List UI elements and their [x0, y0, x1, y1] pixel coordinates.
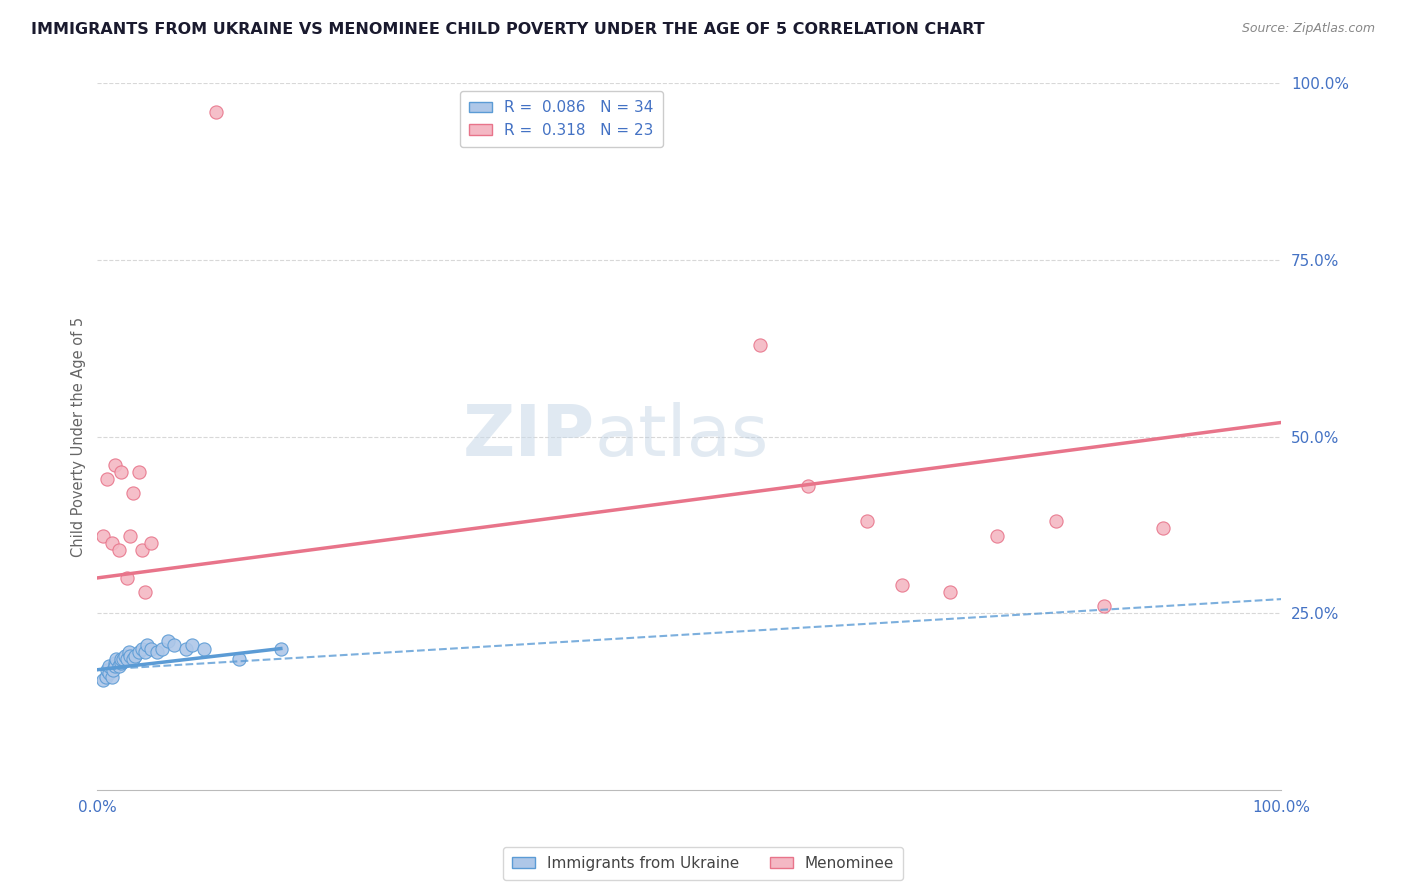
Point — [96, 663, 118, 677]
Point — [98, 666, 121, 681]
Point — [134, 645, 156, 659]
Point — [94, 670, 117, 684]
Point — [114, 648, 136, 663]
Point — [101, 663, 124, 677]
Point — [136, 638, 159, 652]
Point — [204, 104, 226, 119]
Point — [110, 656, 132, 670]
Point — [121, 652, 143, 666]
Point — [118, 645, 141, 659]
Point — [1092, 599, 1115, 614]
Point — [100, 670, 122, 684]
Point — [98, 659, 121, 673]
Point — [986, 528, 1008, 542]
Point — [270, 641, 292, 656]
Point — [121, 486, 143, 500]
Point — [174, 641, 197, 656]
Point — [124, 648, 146, 663]
Point — [105, 652, 128, 666]
Point — [131, 542, 153, 557]
Point — [1152, 521, 1174, 535]
Point — [891, 578, 914, 592]
Point — [749, 338, 772, 352]
Point — [91, 673, 114, 688]
Point — [938, 585, 960, 599]
Point — [128, 645, 150, 659]
Text: atlas: atlas — [595, 402, 769, 471]
Point — [128, 465, 150, 479]
Point — [134, 585, 156, 599]
Point — [120, 528, 142, 542]
Y-axis label: Child Poverty Under the Age of 5: Child Poverty Under the Age of 5 — [72, 317, 86, 557]
Point — [181, 638, 204, 652]
Point — [228, 652, 250, 666]
Point — [100, 535, 122, 549]
Point — [131, 641, 153, 656]
Point — [104, 656, 127, 670]
Text: ZIP: ZIP — [463, 402, 595, 471]
Point — [1045, 515, 1067, 529]
Point — [115, 571, 138, 585]
Point — [112, 652, 135, 666]
Point — [139, 535, 162, 549]
Point — [104, 458, 127, 472]
Point — [139, 641, 162, 656]
Point — [110, 652, 132, 666]
Point — [115, 652, 138, 666]
Point — [107, 542, 129, 557]
Legend: Immigrants from Ukraine, Menominee: Immigrants from Ukraine, Menominee — [502, 847, 904, 880]
Point — [855, 515, 877, 529]
Point — [120, 648, 142, 663]
Point — [145, 645, 167, 659]
Point — [796, 479, 818, 493]
Point — [91, 528, 114, 542]
Point — [107, 659, 129, 673]
Point — [110, 465, 132, 479]
Text: IMMIGRANTS FROM UKRAINE VS MENOMINEE CHILD POVERTY UNDER THE AGE OF 5 CORRELATIO: IMMIGRANTS FROM UKRAINE VS MENOMINEE CHI… — [31, 22, 984, 37]
Legend: R =  0.086   N = 34, R =  0.318   N = 23: R = 0.086 N = 34, R = 0.318 N = 23 — [460, 91, 664, 147]
Point — [157, 634, 180, 648]
Point — [163, 638, 186, 652]
Point — [104, 659, 127, 673]
Point — [96, 472, 118, 486]
Point — [193, 641, 215, 656]
Text: Source: ZipAtlas.com: Source: ZipAtlas.com — [1241, 22, 1375, 36]
Point — [152, 641, 174, 656]
